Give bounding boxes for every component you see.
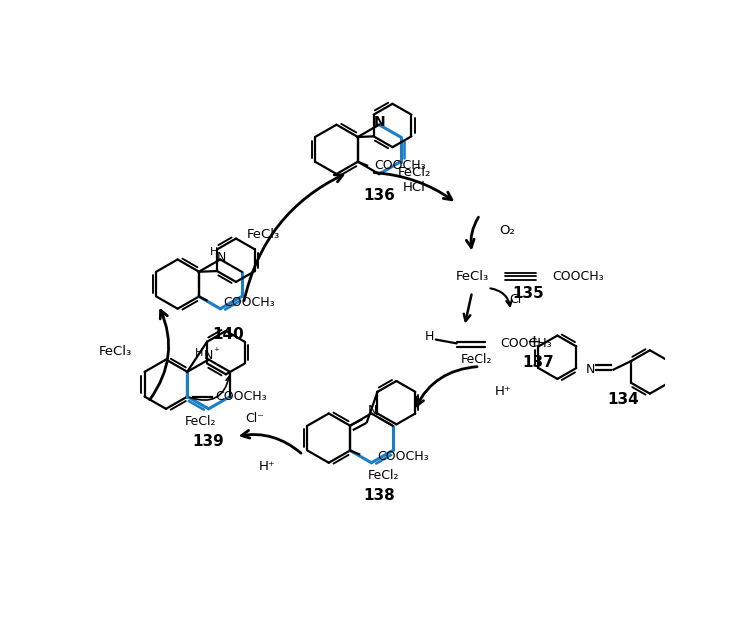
Text: N: N — [585, 363, 595, 376]
Text: COOCH₃: COOCH₃ — [223, 296, 275, 309]
Text: O₂: O₂ — [499, 224, 515, 237]
Text: 135: 135 — [512, 286, 544, 301]
Text: H: H — [195, 349, 203, 358]
Text: H: H — [425, 330, 435, 343]
Text: FeCl₃: FeCl₃ — [455, 270, 488, 283]
Text: 139: 139 — [193, 434, 225, 450]
Text: HCl: HCl — [403, 182, 426, 194]
Text: N: N — [204, 349, 214, 362]
Text: COOCH₃: COOCH₃ — [377, 450, 429, 463]
Text: H⁺: H⁺ — [259, 460, 275, 473]
Text: ⁺: ⁺ — [214, 347, 219, 357]
Text: H: H — [210, 247, 218, 257]
Text: COOCH₃: COOCH₃ — [216, 390, 268, 403]
Text: FeCl₃: FeCl₃ — [99, 345, 132, 358]
Text: FeCl₂: FeCl₂ — [460, 353, 491, 366]
Text: COOCH₃: COOCH₃ — [375, 159, 426, 172]
Text: Cl⁻: Cl⁻ — [245, 412, 265, 425]
Text: N: N — [368, 404, 378, 417]
Text: Cl⁻: Cl⁻ — [509, 293, 528, 306]
Text: 137: 137 — [522, 355, 554, 370]
Text: 138: 138 — [364, 488, 395, 504]
Text: 140: 140 — [212, 326, 244, 342]
Text: COOCH₃: COOCH₃ — [553, 270, 604, 283]
Text: N: N — [373, 115, 385, 129]
Text: FeCl₂: FeCl₂ — [185, 415, 217, 427]
Text: FeCl₃: FeCl₃ — [246, 227, 279, 241]
Text: 136: 136 — [363, 188, 395, 203]
Text: 134: 134 — [607, 392, 639, 407]
Text: FeCl₂: FeCl₂ — [398, 166, 431, 179]
Text: H⁺: H⁺ — [494, 385, 511, 398]
Text: +: + — [527, 333, 542, 351]
Text: FeCl₂: FeCl₂ — [367, 469, 399, 481]
Text: COOCH₃: COOCH₃ — [500, 337, 552, 350]
Text: N: N — [217, 251, 226, 264]
